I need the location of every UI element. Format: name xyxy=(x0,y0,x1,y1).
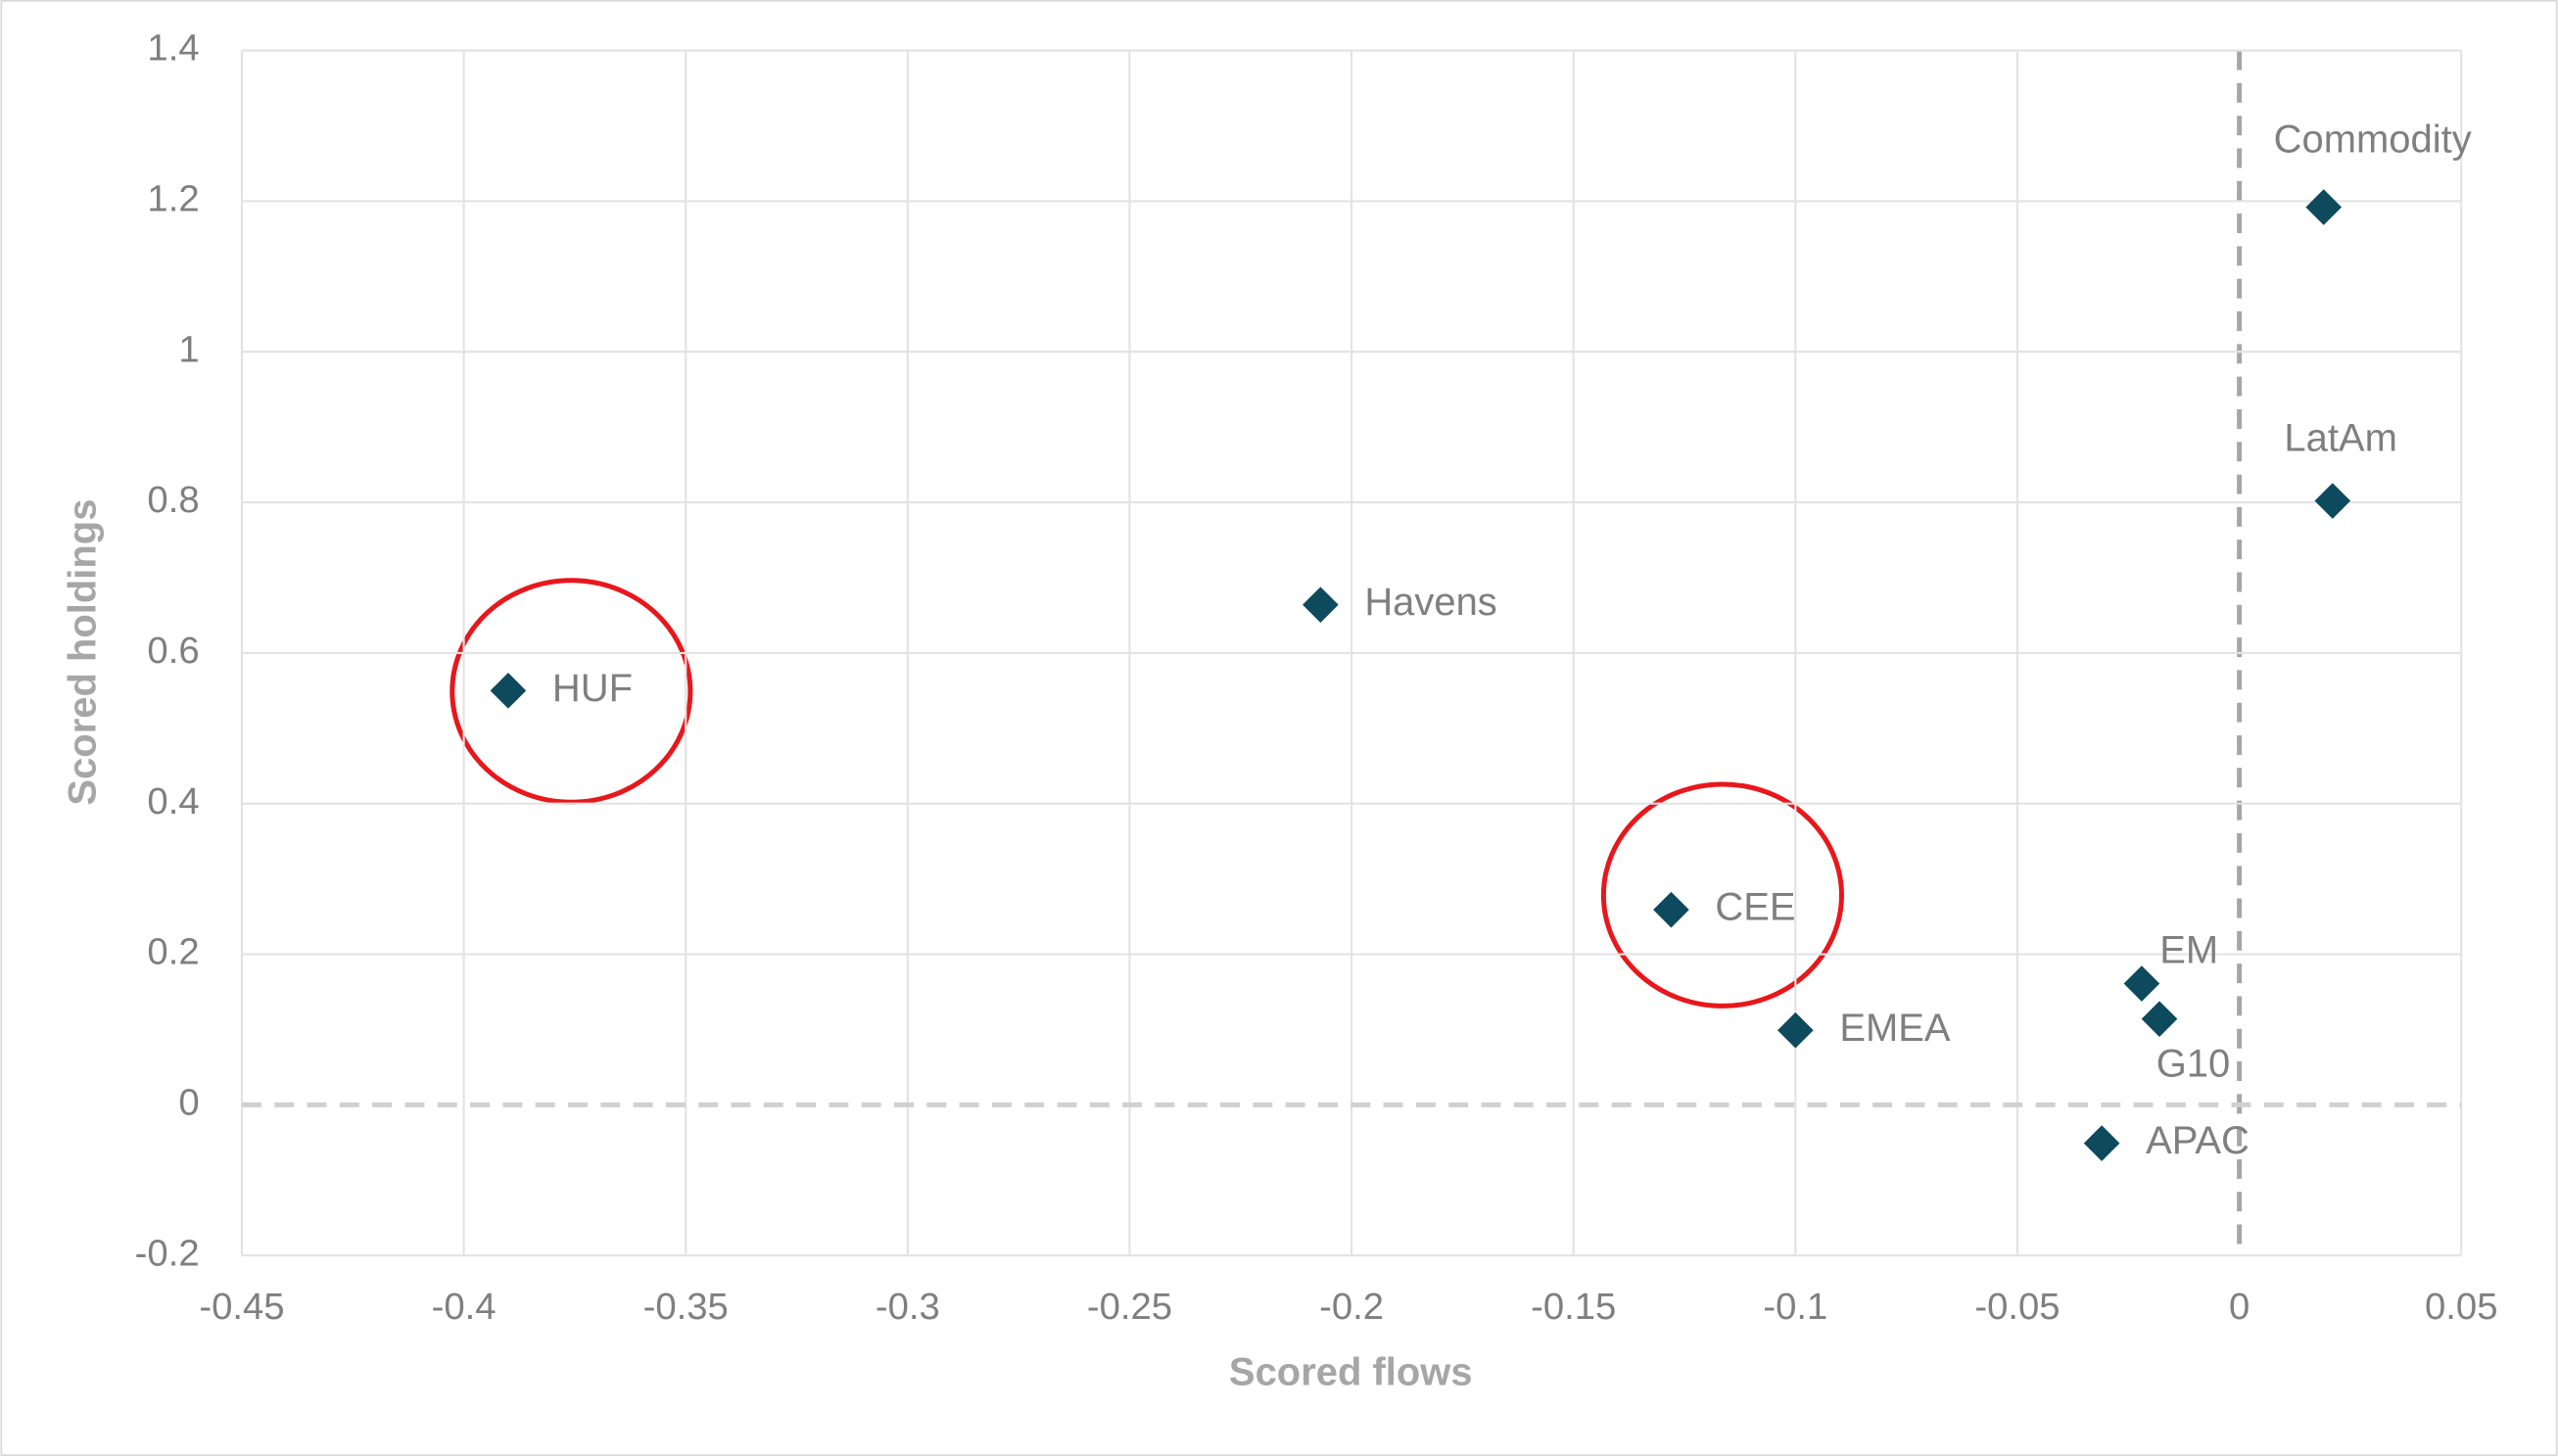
point-label: G10 xyxy=(2156,1043,2231,1086)
y-tick-label: 1 xyxy=(178,328,199,370)
x-tick-label: 0.05 xyxy=(2425,1286,2498,1328)
x-tick-label: -0.4 xyxy=(432,1286,497,1328)
point xyxy=(2141,1001,2178,1038)
y-tick-label: 0.6 xyxy=(147,630,199,672)
x-tick-label: -0.2 xyxy=(1319,1286,1384,1328)
y-tick-label: -0.2 xyxy=(135,1232,200,1274)
y-tick-label: 0 xyxy=(178,1081,199,1123)
highlight-circle xyxy=(450,578,693,805)
point xyxy=(2083,1125,2120,1161)
y-tick-label: 0.4 xyxy=(147,780,199,822)
point-label: CEE xyxy=(1715,886,1795,929)
point-label: EMEA xyxy=(1839,1007,1951,1050)
point-label: EM xyxy=(2159,928,2218,971)
point xyxy=(1303,587,1339,623)
y-axis-title: Scored holdings xyxy=(62,499,105,806)
point xyxy=(2305,189,2343,225)
x-tick-label: -0.35 xyxy=(643,1286,729,1328)
point-label: Commodity xyxy=(2274,118,2472,162)
point xyxy=(1653,891,1689,928)
y-tick-label: 0.2 xyxy=(147,931,199,973)
point xyxy=(2314,483,2351,519)
y-tick-label: 0.8 xyxy=(147,479,199,521)
x-tick-label: 0 xyxy=(2229,1286,2250,1328)
x-tick-label: -0.45 xyxy=(199,1286,284,1328)
x-tick-label: -0.15 xyxy=(1531,1286,1616,1328)
point-label: APAC xyxy=(2146,1119,2250,1162)
x-tick-label: -0.25 xyxy=(1087,1286,1172,1328)
highlight-circle xyxy=(1600,781,1844,1009)
x-axis-title: Scored flows xyxy=(1229,1350,1473,1393)
x-tick-label: -0.05 xyxy=(1974,1286,2060,1328)
y-tick-label: 1.2 xyxy=(147,178,199,220)
y-tick-label: 1.4 xyxy=(147,27,199,70)
x-tick-label: -0.1 xyxy=(1763,1286,1827,1328)
point xyxy=(490,673,527,709)
point-label: LatAm xyxy=(2284,416,2396,459)
point-label: Havens xyxy=(1364,581,1496,624)
x-tick-label: -0.3 xyxy=(876,1286,940,1328)
point-label: HUF xyxy=(552,667,633,710)
